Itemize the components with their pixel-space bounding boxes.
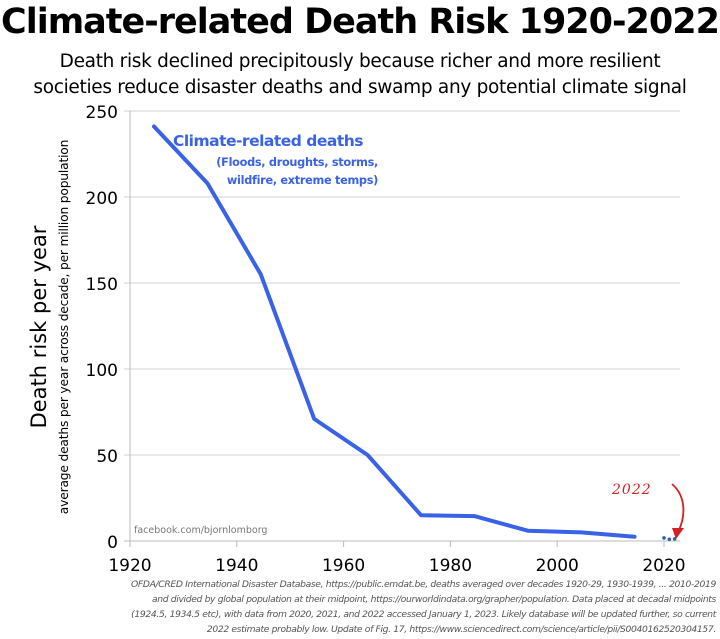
- annotation-arrowhead-icon: [672, 528, 684, 539]
- series-line-climate-deaths: [152, 124, 637, 539]
- y-tick-label: 50: [96, 447, 118, 467]
- y-axis-ticks: 0 50 100 150 200 250: [86, 103, 118, 553]
- chart-subtitle-line-2: societies reduce disaster deaths and swa…: [33, 77, 687, 98]
- y-axis-sublabel: average deaths per year across decade, p…: [57, 140, 71, 514]
- data-point-annual: [667, 537, 672, 542]
- annotation-2022-label: 2022: [611, 482, 652, 498]
- data-point-annual: [672, 537, 677, 541]
- y-tick-label: 100: [86, 361, 118, 381]
- chart-title: Climate-related Death Risk 1920-2022: [1, 2, 720, 42]
- source-line-1: OFDA/CRED International Disaster Databas…: [131, 579, 716, 590]
- source-note: OFDA/CRED International Disaster Databas…: [0, 577, 716, 637]
- source-line-3: (1924.5, 1934.5 etc), with data from 202…: [131, 609, 716, 620]
- legend-label: Climate-related deaths: [173, 132, 363, 150]
- y-tick-label: 0: [107, 533, 118, 553]
- x-tick-label: 1920: [108, 556, 151, 576]
- source-line-2: and divided by global population at thei…: [151, 594, 716, 605]
- legend-subline-2: wildfire, extreme temps): [227, 174, 378, 187]
- y-axis-label: Death risk per year: [27, 225, 51, 428]
- source-line-4: 2022 estimate probably low. Update of Fi…: [206, 624, 717, 635]
- x-tick-label: 2000: [536, 556, 579, 576]
- x-tick-label: 1940: [215, 556, 258, 576]
- y-tick-label: 200: [86, 189, 118, 209]
- x-tick-label: 2020: [642, 556, 685, 576]
- legend-subline-1: (Floods, droughts, storms,: [216, 156, 378, 169]
- y-tick-label: 250: [86, 103, 118, 123]
- data-point-annual: [662, 536, 666, 540]
- annotation-arrow-icon: [671, 483, 685, 533]
- x-axis-ticks: 1920 1940 1960 1980 2000 2020: [108, 556, 685, 576]
- chart-subtitle-line-1: Death risk declined precipitously becaus…: [59, 51, 661, 72]
- watermark: facebook.com/bjornlomborg: [134, 525, 267, 536]
- gridlines: [124, 110, 680, 547]
- x-tick-label: 1980: [429, 556, 472, 576]
- x-tick-label: 1960: [322, 556, 365, 576]
- y-tick-label: 150: [86, 275, 118, 295]
- series-group: [152, 124, 677, 542]
